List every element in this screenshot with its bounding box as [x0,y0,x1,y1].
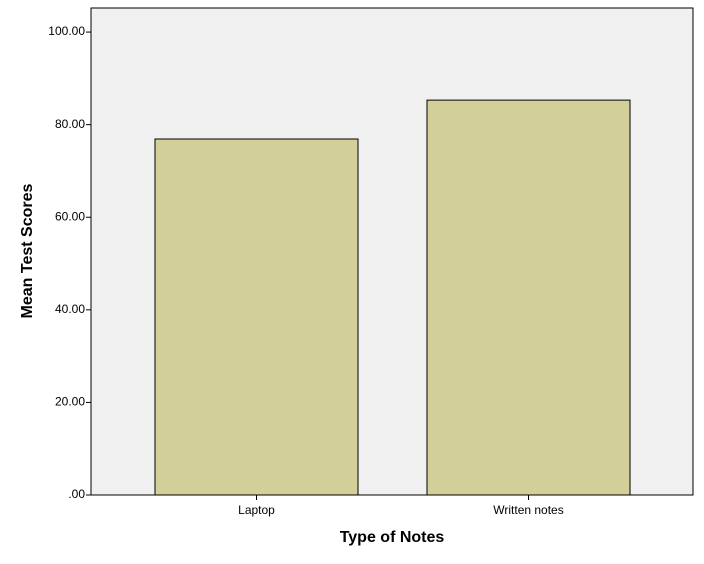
y-tick-label: 60.00 [55,209,85,223]
x-tick-label: Written notes [493,503,563,517]
y-tick-label: 100.00 [48,24,85,38]
x-axis-title: Type of Notes [340,529,445,546]
x-tick-label: Laptop [238,503,275,517]
bar [426,99,631,496]
y-tick-label: 20.00 [55,395,85,409]
y-axis-title: Mean Test Scores [19,183,36,318]
y-tick-label: .00 [68,487,85,501]
y-tick-label: 80.00 [55,117,85,131]
bar [154,138,359,496]
y-tick-label: 40.00 [55,302,85,316]
